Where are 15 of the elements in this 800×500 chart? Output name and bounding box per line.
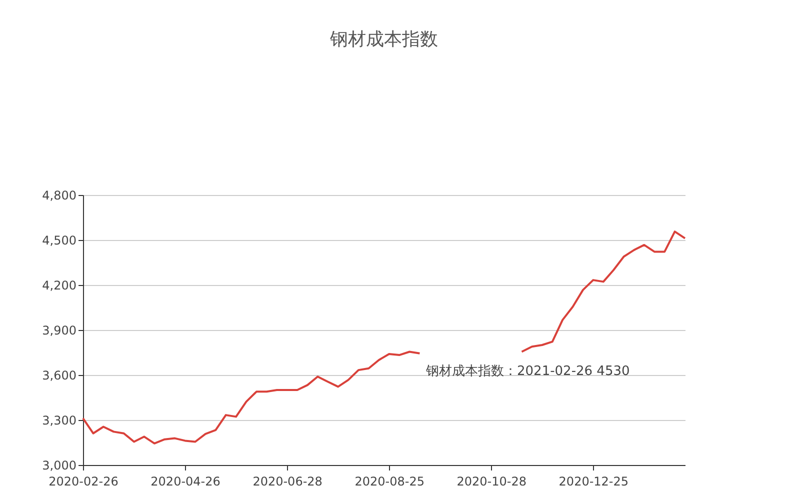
x-tick-label: 2020-12-25 xyxy=(558,474,629,488)
y-tick-label: 3,900 xyxy=(42,324,76,338)
y-tick-label: 4,800 xyxy=(42,188,76,202)
x-tick-label: 2020-08-25 xyxy=(354,474,424,488)
x-tick-label: 2020-04-26 xyxy=(150,474,220,488)
x-tick-label: 2020-10-28 xyxy=(456,474,527,488)
x-tick-label: 2020-06-28 xyxy=(252,474,322,488)
y-tick-label: 3,600 xyxy=(42,368,76,382)
y-tick-label: 4,200 xyxy=(42,278,76,292)
annotation: 钢材成本指数：2021-02-26 4530 xyxy=(425,364,630,379)
y-tick-label: 3,000 xyxy=(42,458,76,472)
x-tick-label: 2020-02-26 xyxy=(48,474,118,488)
y-tick-label: 3,300 xyxy=(42,414,76,428)
y-tick-label: 4,500 xyxy=(42,234,76,248)
chart-title: 钢材成本指数 xyxy=(329,29,438,50)
